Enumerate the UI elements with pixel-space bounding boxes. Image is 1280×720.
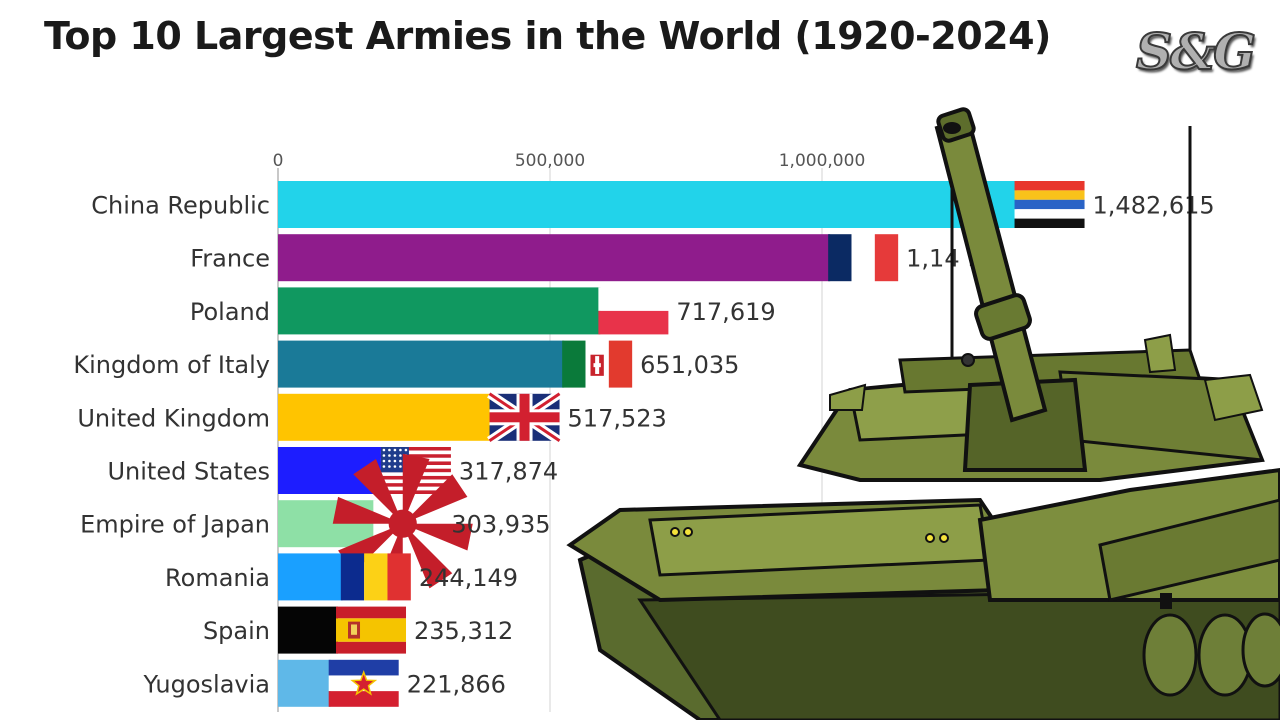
china-republic-flag-icon — [1014, 181, 1085, 228]
bar-layer: China Republic 1,482,615 France 1,14 91 Pola… — [73, 181, 1215, 707]
value-label: 221,866 — [407, 670, 506, 698]
category-label: Spain — [203, 617, 270, 645]
bar-row: Poland 717,619 — [190, 287, 776, 335]
value-label: 517,523 — [568, 404, 667, 432]
france-flag-icon — [828, 234, 899, 282]
channel-logo: S&G — [1135, 21, 1257, 82]
value-label: 1,482,615 — [1093, 192, 1215, 220]
value-label: 651,035 — [640, 351, 739, 379]
x-tick-label: 0 — [273, 151, 284, 171]
value-label: 235,312 — [414, 617, 513, 645]
bar — [278, 553, 343, 601]
bar — [278, 234, 831, 282]
value-label: 317,874 — [459, 458, 558, 486]
bar-row: Spain 235,312 — [203, 606, 513, 654]
value-label: 717,619 — [676, 298, 775, 326]
category-label: Empire of Japan — [80, 511, 270, 539]
romania-flag-icon — [340, 553, 411, 601]
italy-flag-icon — [562, 340, 633, 388]
value-label: 1,14 91 — [906, 245, 998, 273]
value-label: 303,935 — [451, 511, 550, 539]
bar — [278, 340, 565, 388]
x-tick-label: 1,000,000 — [779, 151, 866, 171]
chart-title: Top 10 Largest Armies in the World (1920… — [44, 14, 1051, 58]
bar — [278, 181, 1017, 228]
poland-flag-icon — [598, 287, 669, 335]
bar-row: United States 317,874 — [107, 447, 558, 494]
bar-row: China Republic 1,482,615 — [91, 181, 1215, 228]
bar-row: Romania 244,149 — [165, 553, 518, 601]
category-label: China Republic — [91, 192, 270, 220]
category-label: Romania — [165, 564, 270, 592]
x-tick-label: 500,000 — [515, 151, 585, 171]
bar-row: Kingdom of Italy 651,035 — [73, 340, 739, 388]
category-label: Kingdom of Italy — [73, 351, 270, 379]
united-kingdom-flag-icon — [487, 390, 563, 445]
bar — [278, 659, 331, 707]
category-label: Yugoslavia — [143, 670, 271, 698]
yugoslavia-flag-icon — [328, 659, 399, 707]
category-label: United States — [107, 458, 270, 486]
value-label: 244,149 — [419, 564, 518, 592]
category-label: Poland — [190, 298, 270, 326]
spain-flag-icon — [336, 606, 407, 654]
category-label: United Kingdom — [77, 404, 270, 432]
bar-row: United Kingdom 517,523 — [77, 390, 667, 445]
bar-row: Yugoslavia 221,866 — [143, 659, 506, 707]
bar — [278, 287, 601, 335]
bar — [278, 393, 492, 441]
category-label: France — [190, 245, 270, 273]
bar — [278, 606, 339, 654]
bar-row: France 1,14 91 — [190, 234, 998, 282]
bar-row: Empire of Japan 303,935 — [80, 453, 551, 594]
